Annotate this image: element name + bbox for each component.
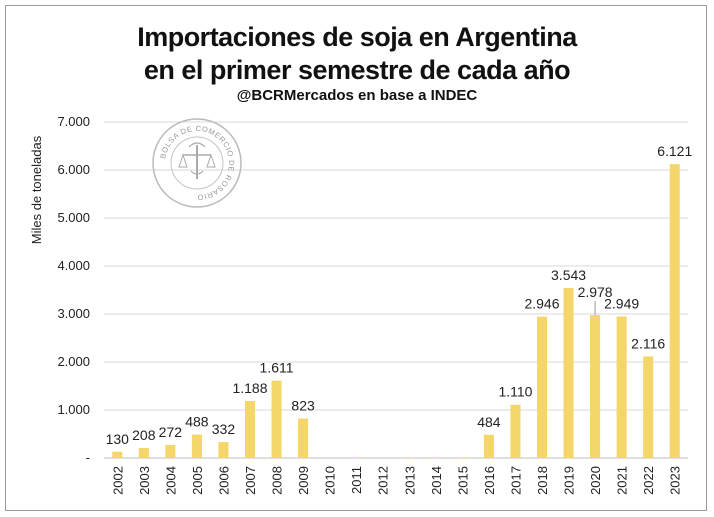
data-label-2018: 2.946 <box>524 296 559 312</box>
x-tick-label-2008: 2008 <box>270 466 285 495</box>
chart-frame <box>5 5 707 511</box>
bar-2018 <box>536 316 548 458</box>
y-tick-label: 1.000 <box>57 402 90 417</box>
bar-2019 <box>563 287 574 458</box>
y-tick-label: 6.000 <box>57 162 90 177</box>
bar-2002 <box>112 451 123 458</box>
chart-title-line-2: en el primer semestre de cada año <box>143 55 571 85</box>
y-axis-label: Miles de toneladas <box>29 135 44 244</box>
chart-title-line-1: Importaciones de soja en Argentina <box>137 22 577 52</box>
bar-2005 <box>191 434 202 458</box>
bar-2011 <box>351 457 362 458</box>
bar-2003 <box>138 448 149 458</box>
chart-subtitle: @BCRMercados en base a INDEC <box>236 87 478 104</box>
data-label-2007: 1.188 <box>232 380 267 396</box>
x-tick-label-2016: 2016 <box>482 466 497 495</box>
bar-2023 <box>669 164 680 458</box>
x-tick-label-2007: 2007 <box>243 466 258 495</box>
x-tick-label-2005: 2005 <box>190 466 205 495</box>
data-label-2017: 1.110 <box>498 384 532 400</box>
x-tick-label-2014: 2014 <box>429 466 444 495</box>
x-tick-label-2002: 2002 <box>110 466 125 495</box>
bar-2016 <box>483 434 494 458</box>
y-axis-ticks: - 1.000 2.000 3.000 4.000 5.000 6.000 7.000 <box>57 114 90 465</box>
x-tick-label-2015: 2015 <box>455 466 470 495</box>
x-tick-label-2023: 2023 <box>668 466 683 495</box>
x-tick-label-2012: 2012 <box>376 466 391 495</box>
x-tick-label-2011: 2011 <box>349 466 364 494</box>
x-axis-ticks: 2002 2003 2004 2005 2006 2007 2008 2009 2010 2011… <box>110 466 682 495</box>
bar-2013 <box>404 457 415 458</box>
bar-2017 <box>510 404 521 458</box>
bar-2022 <box>643 356 654 458</box>
x-tick-label-2017: 2017 <box>508 466 523 495</box>
y-tick-label: 3.000 <box>57 306 90 321</box>
data-label-2022: 2.116 <box>631 335 665 351</box>
data-label-2021: 2.949 <box>604 295 639 311</box>
y-tick-label: 2.000 <box>57 354 90 369</box>
x-tick-label-2021: 2021 <box>615 466 630 495</box>
bar-2006 <box>218 442 229 458</box>
bar-2020 <box>590 315 601 458</box>
bar-2007 <box>244 400 256 458</box>
x-tick-label-2019: 2019 <box>562 466 577 495</box>
y-tick-label: 4.000 <box>57 258 90 273</box>
x-tick-label-2009: 2009 <box>296 466 311 495</box>
bcr-logo-seal: BOLSA DE COMERCIO DE ROSARIO <box>152 118 242 208</box>
y-tick-label: 7.000 <box>57 114 90 129</box>
bar-2008 <box>271 380 282 458</box>
x-tick-label-2006: 2006 <box>216 466 231 495</box>
data-label-2016: 484 <box>477 414 501 430</box>
bar-2014 <box>430 457 441 458</box>
bars <box>112 164 680 458</box>
y-tick-label: 5.000 <box>57 210 90 225</box>
x-tick-label-2022: 2022 <box>641 466 656 495</box>
data-label-2003: 208 <box>132 427 156 443</box>
data-label-2023: 6.121 <box>657 143 692 159</box>
x-tick-label-2010: 2010 <box>323 466 338 495</box>
x-tick-label-2004: 2004 <box>163 466 178 495</box>
x-tick-label-2020: 2020 <box>588 466 603 495</box>
data-label-2004: 272 <box>159 424 183 440</box>
data-label-2008: 1.611 <box>260 360 294 376</box>
data-label-2019: 3.543 <box>551 267 586 283</box>
bar-2021 <box>616 316 627 458</box>
data-label-2009: 823 <box>291 397 315 413</box>
data-label-2002: 130 <box>106 431 130 447</box>
data-label-2005: 488 <box>185 414 209 430</box>
bar-2015 <box>457 457 468 458</box>
y-tick-label: - <box>86 450 90 465</box>
x-tick-label-2018: 2018 <box>535 466 550 495</box>
x-tick-label-2003: 2003 <box>137 466 152 495</box>
bar-2004 <box>165 444 176 458</box>
data-label-2006: 332 <box>212 421 236 437</box>
x-tick-label-2013: 2013 <box>402 466 417 495</box>
data-label-2020: 2.978 <box>578 284 613 300</box>
bar-2009 <box>298 418 309 458</box>
